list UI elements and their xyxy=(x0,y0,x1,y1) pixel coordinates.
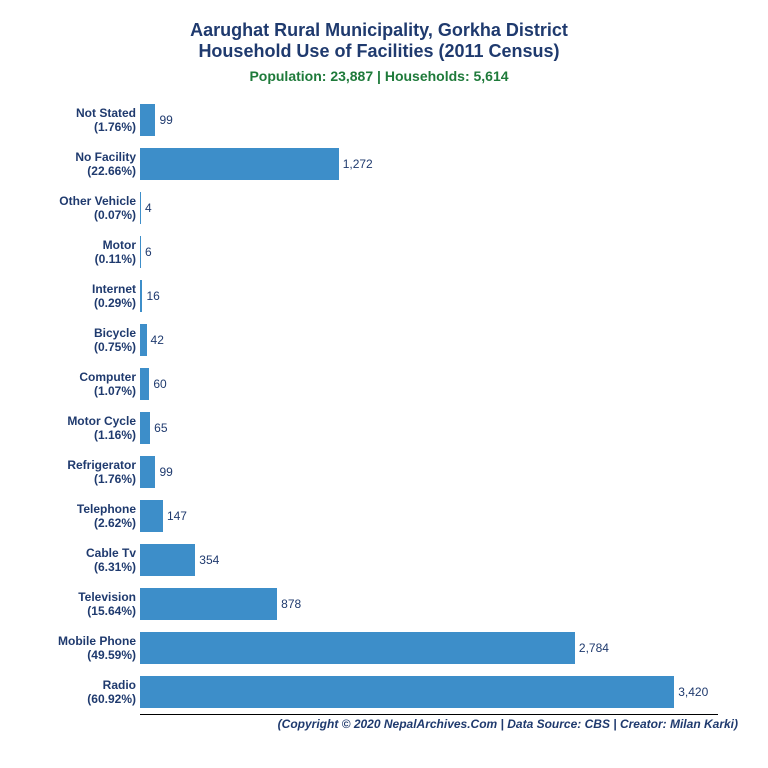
bar-row: Radio(60.92%)3,420 xyxy=(140,670,718,714)
bar-row: Mobile Phone(49.59%)2,784 xyxy=(140,626,718,670)
bar-label-name: Mobile Phone xyxy=(20,634,136,648)
bar-label-name: Cable Tv xyxy=(20,546,136,560)
bar-label-name: Motor xyxy=(20,238,136,252)
bar-value: 42 xyxy=(151,333,164,347)
bar-label-name: Motor Cycle xyxy=(20,414,136,428)
bar-row: Refrigerator(1.76%)99 xyxy=(140,450,718,494)
bar-label: Motor(0.11%) xyxy=(20,238,140,267)
bar-row: Not Stated(1.76%)99 xyxy=(140,98,718,142)
bar-label-name: Refrigerator xyxy=(20,458,136,472)
chart-credit: (Copyright © 2020 NepalArchives.Com | Da… xyxy=(20,717,738,731)
chart-container: Aarughat Rural Municipality, Gorkha Dist… xyxy=(0,0,768,768)
bar xyxy=(140,500,163,532)
bar-label-pct: (60.92%) xyxy=(20,692,136,706)
bar-value: 2,784 xyxy=(579,641,609,655)
bar-label: Not Stated(1.76%) xyxy=(20,106,140,135)
bar-row: Computer(1.07%)60 xyxy=(140,362,718,406)
bar-label-name: Other Vehicle xyxy=(20,194,136,208)
bar-label-name: Internet xyxy=(20,282,136,296)
bar-value: 65 xyxy=(154,421,167,435)
bar-value: 147 xyxy=(167,509,187,523)
bar-label-pct: (0.07%) xyxy=(20,208,136,222)
bar xyxy=(140,280,142,312)
bar xyxy=(140,236,141,268)
bar-label: Television(15.64%) xyxy=(20,590,140,619)
bar-label-name: Bicycle xyxy=(20,326,136,340)
bar-row: Bicycle(0.75%)42 xyxy=(140,318,718,362)
bar-label-name: No Facility xyxy=(20,150,136,164)
bar-value: 1,272 xyxy=(343,157,373,171)
bar-label-name: Radio xyxy=(20,678,136,692)
bar-label-name: Computer xyxy=(20,370,136,384)
bar-value: 4 xyxy=(145,201,152,215)
bar-value: 60 xyxy=(153,377,166,391)
bar-row: Television(15.64%)878 xyxy=(140,582,718,626)
bar xyxy=(140,632,575,664)
bar-row: Other Vehicle(0.07%)4 xyxy=(140,186,718,230)
bar-row: Motor(0.11%)6 xyxy=(140,230,718,274)
bar-label: No Facility(22.66%) xyxy=(20,150,140,179)
bar-value: 99 xyxy=(159,113,172,127)
bar xyxy=(140,456,155,488)
bar-label-pct: (1.07%) xyxy=(20,384,136,398)
bar-label: Mobile Phone(49.59%) xyxy=(20,634,140,663)
bar xyxy=(140,148,339,180)
bar-value: 6 xyxy=(145,245,152,259)
bar xyxy=(140,412,150,444)
bar-label: Other Vehicle(0.07%) xyxy=(20,194,140,223)
bar-row: Internet(0.29%)16 xyxy=(140,274,718,318)
bar-label-pct: (1.76%) xyxy=(20,120,136,134)
bar-value: 99 xyxy=(159,465,172,479)
bar-label-pct: (1.16%) xyxy=(20,428,136,442)
bar-label-pct: (22.66%) xyxy=(20,164,136,178)
bar xyxy=(140,588,277,620)
bar-label: Computer(1.07%) xyxy=(20,370,140,399)
bar xyxy=(140,368,149,400)
bar-label-name: Television xyxy=(20,590,136,604)
bar-row: No Facility(22.66%)1,272 xyxy=(140,142,718,186)
bar xyxy=(140,324,147,356)
bar-value: 3,420 xyxy=(678,685,708,699)
bar-label: Telephone(2.62%) xyxy=(20,502,140,531)
bar-label-pct: (0.75%) xyxy=(20,340,136,354)
bar-label: Cable Tv(6.31%) xyxy=(20,546,140,575)
bar-label-pct: (2.62%) xyxy=(20,516,136,530)
chart-title-block: Aarughat Rural Municipality, Gorkha Dist… xyxy=(20,20,738,62)
bar xyxy=(140,192,141,224)
bar-value: 354 xyxy=(199,553,219,567)
bar xyxy=(140,676,674,708)
chart-title-line2: Household Use of Facilities (2011 Census… xyxy=(20,41,738,62)
bar-value: 16 xyxy=(146,289,159,303)
bar-label: Radio(60.92%) xyxy=(20,678,140,707)
bar-row: Motor Cycle(1.16%)65 xyxy=(140,406,718,450)
bar-label: Internet(0.29%) xyxy=(20,282,140,311)
bar-label-name: Not Stated xyxy=(20,106,136,120)
bars-area: Not Stated(1.76%)99No Facility(22.66%)1,… xyxy=(140,98,718,715)
bar-value: 878 xyxy=(281,597,301,611)
bar-label-pct: (15.64%) xyxy=(20,604,136,618)
bar-label: Refrigerator(1.76%) xyxy=(20,458,140,487)
bar-row: Cable Tv(6.31%)354 xyxy=(140,538,718,582)
bar-label-pct: (6.31%) xyxy=(20,560,136,574)
bar-row: Telephone(2.62%)147 xyxy=(140,494,718,538)
bar-label-pct: (49.59%) xyxy=(20,648,136,662)
bar-label: Motor Cycle(1.16%) xyxy=(20,414,140,443)
chart-subtitle: Population: 23,887 | Households: 5,614 xyxy=(20,68,738,84)
bar-label-name: Telephone xyxy=(20,502,136,516)
bar-label-pct: (0.11%) xyxy=(20,252,136,266)
chart-title-line1: Aarughat Rural Municipality, Gorkha Dist… xyxy=(20,20,738,41)
bar-label-pct: (0.29%) xyxy=(20,296,136,310)
bar xyxy=(140,544,195,576)
bar xyxy=(140,104,155,136)
bar-label-pct: (1.76%) xyxy=(20,472,136,486)
bar-label: Bicycle(0.75%) xyxy=(20,326,140,355)
